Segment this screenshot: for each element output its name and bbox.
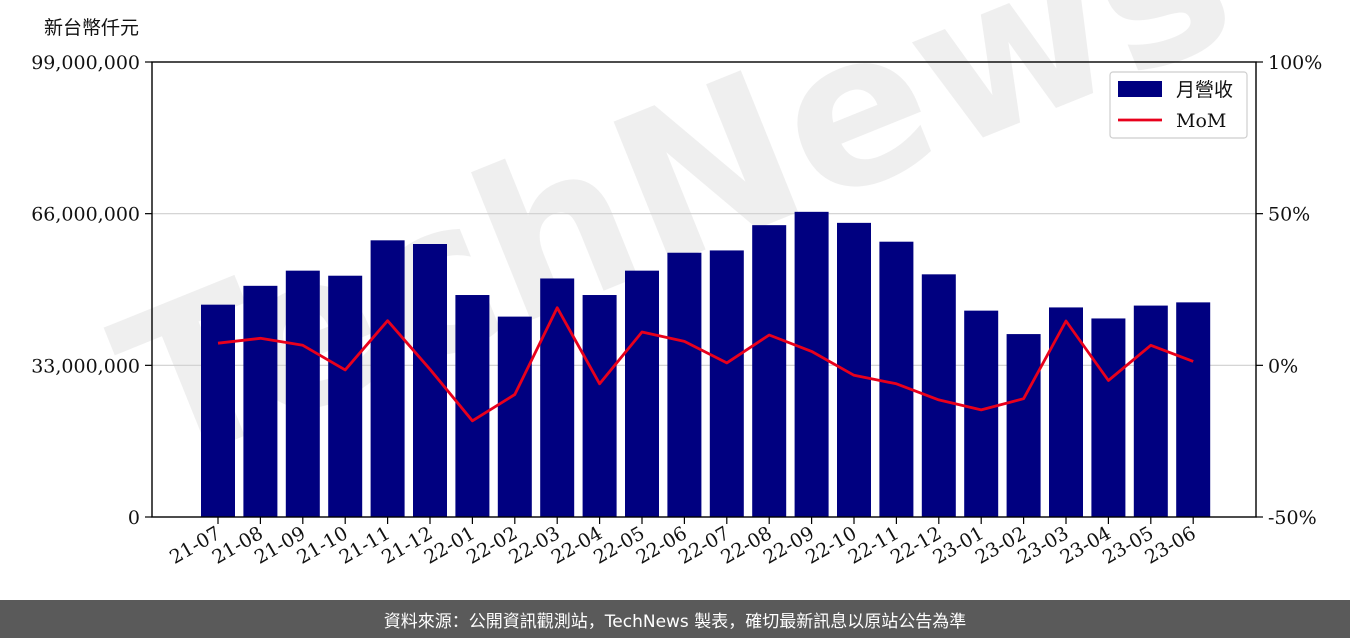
source-footer: 資料來源：公開資訊觀測站，TechNews 製表，確切最新訊息以原站公告為準	[0, 600, 1350, 638]
bar-21-07	[201, 304, 235, 517]
bar-23-04	[1091, 318, 1126, 517]
bar-22-06	[667, 252, 702, 517]
bar-21-12	[413, 244, 447, 517]
bar-22-03	[540, 278, 575, 517]
left-tick-label: 33,000,000	[31, 355, 140, 377]
plot-frame	[151, 61, 1257, 518]
chart-container: TechNews 033,000,00066,000,00099,000,000…	[31, 0, 1322, 569]
legend-label-revenue: 月營收	[1176, 79, 1233, 101]
bar-23-05	[1133, 305, 1168, 517]
mom-line	[217, 306, 1194, 423]
revenue-chart: TechNews 033,000,00066,000,00099,000,000…	[31, 0, 1322, 569]
legend-swatch-revenue	[1118, 81, 1162, 97]
left-tick-label: 99,000,000	[31, 52, 140, 74]
legend-label-mom: MoM	[1176, 110, 1226, 132]
y-axis-unit-label: 新台幣仟元	[44, 17, 139, 39]
bar-21-10	[328, 275, 363, 517]
right-tick-label: 50%	[1268, 204, 1310, 226]
right-tick-label: -50%	[1268, 507, 1317, 529]
source-text: 資料來源：公開資訊觀測站，TechNews 製表，確切最新訊息以原站公告為準	[383, 611, 967, 632]
left-tick-label: 66,000,000	[31, 204, 140, 226]
bar-23-02	[1006, 334, 1041, 517]
bar-22-07	[709, 250, 744, 518]
bar-22-02	[497, 316, 532, 517]
bar-21-09	[285, 270, 320, 517]
right-tick-label: 0%	[1268, 355, 1298, 377]
bar-22-08	[752, 225, 787, 518]
bar-22-11	[879, 241, 914, 517]
bar-21-11	[370, 240, 405, 517]
bar-22-05	[625, 270, 659, 517]
bar-23-06	[1176, 302, 1211, 517]
bar-22-04	[582, 295, 617, 517]
left-tick-label: 0	[128, 507, 140, 529]
bar-22-09	[794, 211, 829, 517]
bar-23-01	[964, 310, 999, 517]
right-tick-label: 100%	[1268, 52, 1322, 74]
bar-21-08	[243, 285, 278, 517]
